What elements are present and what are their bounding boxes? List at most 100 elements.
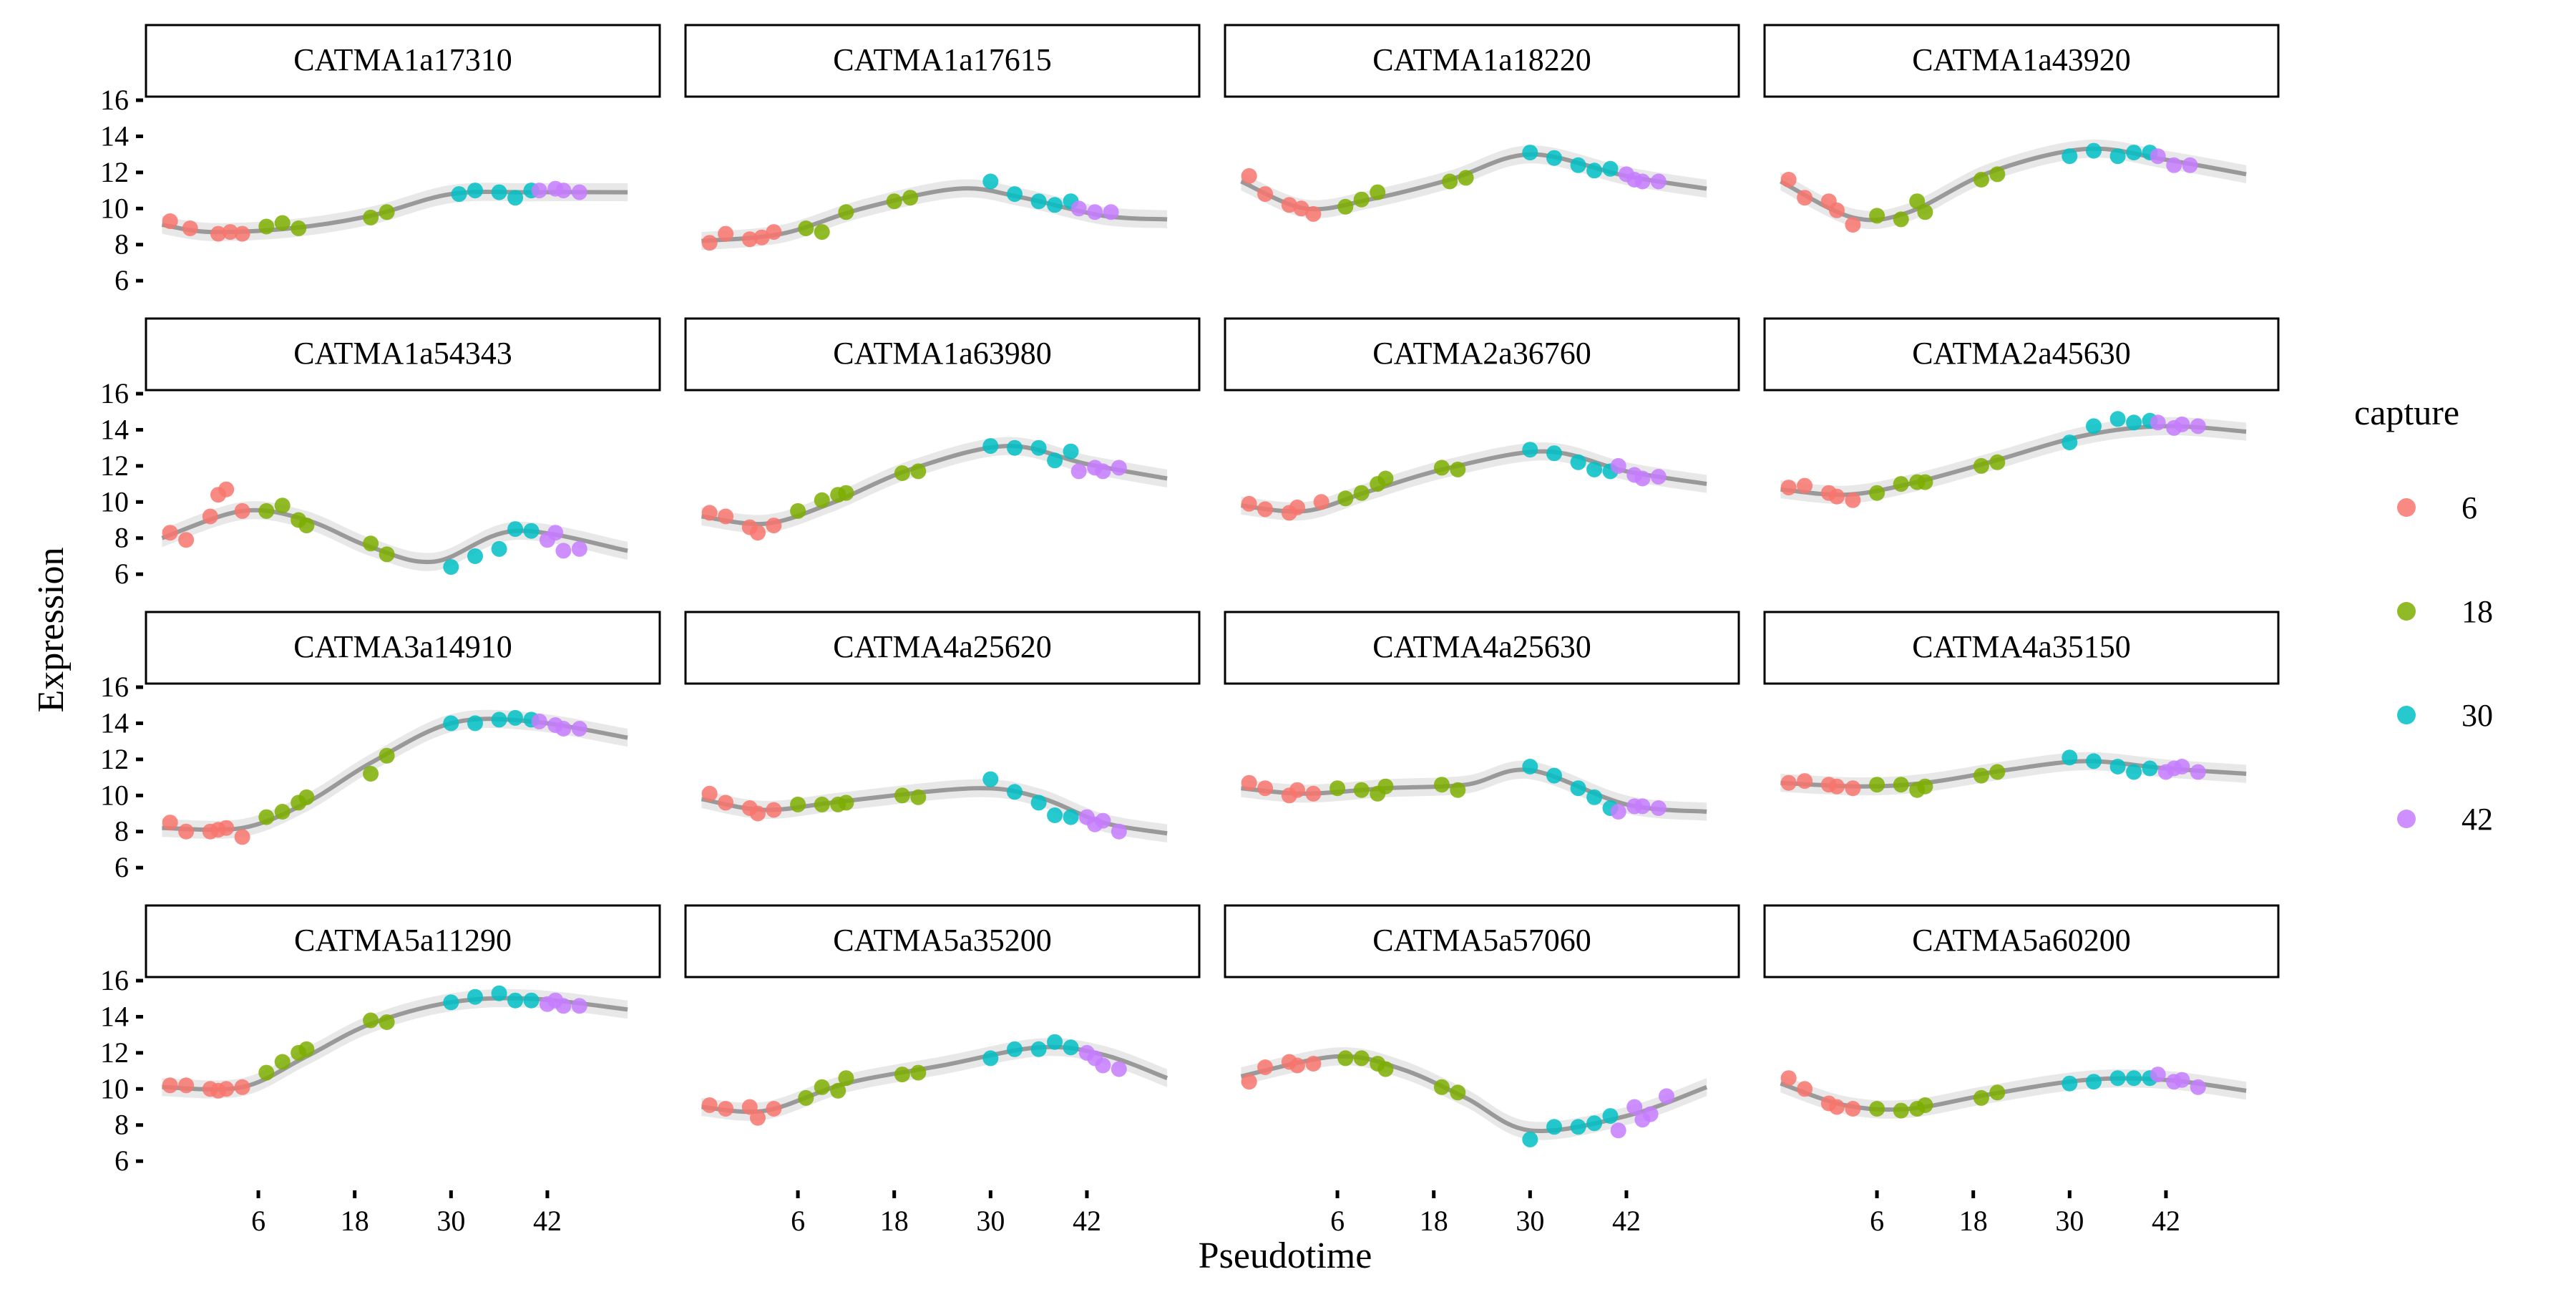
data-point (467, 989, 483, 1005)
facet-panel: CATMA5a60200 6 18 30 42 (1763, 904, 2280, 1237)
data-point (718, 508, 734, 525)
data-point (363, 209, 379, 225)
data-point (1989, 454, 2006, 470)
data-point (363, 535, 379, 552)
confidence-band (1241, 760, 1707, 821)
facet-title: CATMA5a35200 (833, 923, 1052, 958)
data-point (750, 525, 766, 541)
data-point (1546, 767, 1562, 784)
data-point (1586, 461, 1603, 477)
data-point (910, 463, 927, 480)
legend: capture 6 18 30 42 (2354, 392, 2493, 837)
data-point (507, 190, 524, 206)
data-point (2086, 753, 2102, 769)
data-point (1433, 460, 1450, 476)
data-point (814, 492, 830, 508)
y-tick-label: 10 (100, 1072, 129, 1104)
data-point (507, 709, 524, 726)
data-point (1845, 217, 1861, 233)
data-point (491, 540, 507, 557)
data-point (2190, 1079, 2206, 1095)
data-point (1797, 773, 1813, 790)
y-tick-label: 14 (100, 1000, 129, 1032)
data-point (491, 184, 507, 200)
x-tick-label: 42 (1612, 1205, 1641, 1237)
data-point (838, 795, 854, 811)
trend-line (701, 186, 1168, 243)
data-point (766, 802, 782, 818)
x-tick-label: 18 (1420, 1205, 1448, 1237)
data-point (798, 1089, 814, 1106)
data-point (982, 771, 999, 787)
data-point (2062, 1075, 2078, 1092)
data-point (1650, 800, 1667, 816)
data-point (2109, 759, 2126, 774)
facet-strip (1224, 24, 1740, 98)
data-point (894, 787, 910, 804)
data-point (1047, 807, 1063, 823)
data-point (1602, 160, 1619, 177)
data-point (523, 523, 540, 539)
x-tick-label: 42 (533, 1205, 562, 1237)
data-point (1917, 204, 1933, 220)
data-point (1337, 1050, 1354, 1067)
y-tick-label: 12 (100, 1036, 129, 1069)
data-point (766, 224, 782, 241)
x-tick-label: 30 (2055, 1205, 2084, 1237)
data-point (1450, 461, 1466, 477)
data-point (1522, 145, 1538, 161)
facet-panel: CATMA4a25620 (684, 611, 1201, 842)
data-point (2174, 1072, 2190, 1088)
data-point (1586, 789, 1603, 805)
data-point (571, 540, 587, 557)
data-point (1570, 454, 1586, 470)
data-point (1989, 764, 2006, 780)
data-point (1047, 197, 1063, 213)
y-tick-label: 10 (100, 192, 129, 224)
facet-strip (1763, 317, 2280, 392)
data-point (1241, 167, 1257, 184)
y-tick-label: 6 (114, 558, 129, 590)
data-point (298, 1041, 315, 1057)
facet-strip (1763, 611, 2280, 685)
data-point (1893, 777, 1909, 793)
data-point (1917, 474, 1933, 490)
data-point (1650, 469, 1667, 485)
data-point (1450, 782, 1466, 798)
confidence-band (701, 179, 1168, 251)
data-point (1797, 1081, 1813, 1097)
data-point (2150, 414, 2166, 431)
data-point (443, 994, 459, 1011)
confidence-band (701, 779, 1168, 842)
data-point (379, 1014, 395, 1030)
data-point (1845, 1101, 1861, 1117)
data-point (162, 815, 178, 831)
legend-label: 42 (2462, 802, 2493, 837)
facet-title: CATMA2a36760 (1372, 336, 1591, 371)
data-point (258, 502, 275, 519)
data-point (274, 804, 291, 820)
facet-title: CATMA1a18220 (1372, 42, 1591, 77)
data-point (1305, 785, 1322, 802)
data-point (258, 809, 275, 825)
facet-strip (684, 317, 1201, 392)
data-point (1007, 186, 1023, 203)
data-point (178, 532, 195, 548)
y-tick-label: 12 (100, 450, 129, 482)
data-point (571, 998, 587, 1014)
data-point (467, 715, 483, 732)
data-point (1973, 172, 1989, 188)
data-point (1522, 442, 1538, 458)
facet-title: CATMA3a14910 (293, 629, 512, 664)
data-point (1330, 780, 1346, 797)
data-point (2150, 148, 2166, 165)
data-point (1780, 480, 1797, 496)
data-point (830, 1082, 847, 1099)
facet-strip (145, 904, 661, 978)
data-point (1909, 193, 1926, 210)
data-point (1047, 1034, 1063, 1050)
data-point (202, 508, 218, 525)
data-point (1030, 193, 1047, 210)
data-point (1845, 492, 1861, 508)
